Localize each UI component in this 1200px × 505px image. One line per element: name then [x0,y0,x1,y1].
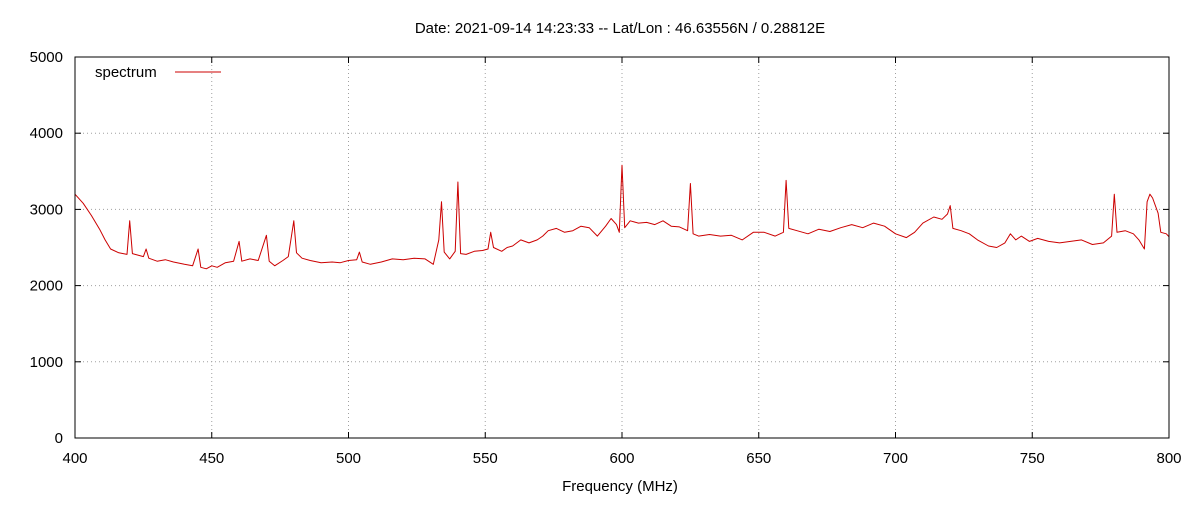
y-tick-label: 1000 [30,354,63,371]
x-axis-label: Frequency (MHz) [562,478,678,495]
x-tick-label: 450 [199,450,224,467]
x-tick-label: 750 [1020,450,1045,467]
y-tick-label: 2000 [30,278,63,295]
y-tick-label: 0 [55,430,63,447]
grid [75,57,1169,438]
x-tick-label: 650 [746,450,771,467]
plot-frame [74,56,1170,439]
legend-label: spectrum [95,64,157,81]
x-tick-label: 500 [336,450,361,467]
x-tick-label: 550 [473,450,498,467]
tick-labels: 400 450 500 550 600 650 700 750 800 0 1000 2000 3000… [30,49,1182,467]
legend: spectrum [95,64,221,81]
series-layer [74,164,1170,270]
x-tick-label: 400 [62,450,87,467]
series-line-spectrum [74,164,1170,270]
x-tick-label: 700 [883,450,908,467]
chart-title: Date: 2021-09-14 14:23:33 -- Lat/Lon : 4… [415,20,825,37]
x-tick-label: 600 [609,450,634,467]
y-tick-label: 4000 [30,125,63,142]
y-tick-label: 3000 [30,201,63,218]
y-tick-label: 5000 [30,49,63,66]
x-tick-label: 800 [1156,450,1181,467]
